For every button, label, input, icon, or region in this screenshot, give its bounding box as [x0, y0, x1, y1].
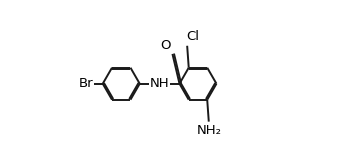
Text: Cl: Cl [186, 30, 199, 43]
Text: NH₂: NH₂ [197, 124, 222, 137]
Text: O: O [160, 39, 171, 52]
Text: NH: NH [150, 77, 169, 90]
Text: Br: Br [78, 77, 93, 90]
